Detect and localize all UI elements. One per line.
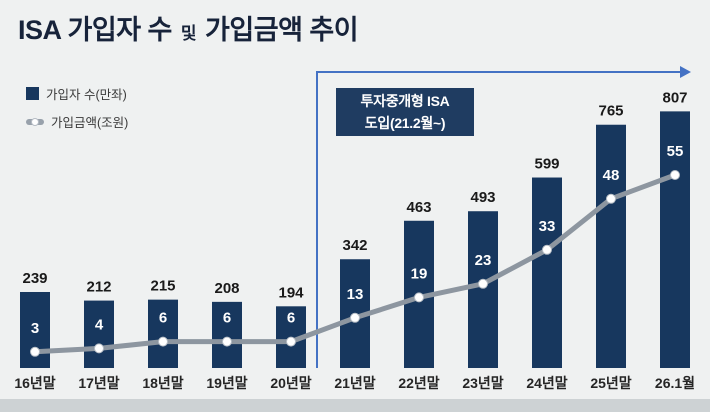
x-axis-label: 21년말	[334, 375, 375, 391]
page-title: ISA 가입자 수 및 가입금액 추이	[18, 8, 359, 47]
line-marker	[158, 336, 168, 347]
x-axis-label: 25년말	[590, 375, 631, 391]
annotation-line2: 도입(21.2월~)	[364, 115, 446, 131]
bar-value-label: 493	[470, 189, 495, 206]
line-marker	[542, 244, 552, 255]
line-value-label: 3	[31, 320, 39, 337]
annotation-line1: 투자중개형 ISA	[360, 93, 450, 109]
bar-value-label: 342	[342, 237, 367, 254]
annotation-box: 투자중개형 ISA 도입(21.2월~)	[336, 88, 474, 136]
line-marker	[286, 336, 296, 347]
line-marker-icon	[26, 117, 44, 126]
line-value-label: 13	[347, 286, 364, 303]
title-part3: 가입금액 추이	[205, 15, 359, 45]
title-part2: 및	[180, 24, 197, 43]
line-value-label: 19	[411, 265, 428, 282]
bar	[84, 300, 114, 368]
bar-value-label: 765	[598, 103, 623, 120]
line-marker	[670, 170, 680, 180]
line-value-label: 6	[159, 310, 167, 327]
x-axis-label: 16년말	[14, 375, 55, 391]
legend-item-subscribers: 가입자 수(만좌)	[26, 84, 128, 103]
bar	[596, 124, 626, 368]
bar-value-label: 212	[86, 279, 111, 296]
x-axis-label: 26.1월	[655, 375, 695, 391]
x-axis-label: 24년말	[526, 375, 567, 391]
bar	[148, 299, 178, 368]
x-axis-label: 17년말	[78, 375, 119, 391]
x-axis-label: 23년말	[462, 375, 503, 391]
line-value-label: 6	[223, 310, 231, 327]
line-value-label: 33	[539, 218, 556, 235]
bar-swatch-icon	[26, 87, 39, 100]
bottom-strip	[0, 399, 710, 412]
line-marker	[94, 343, 104, 354]
line-value-label: 48	[603, 167, 620, 184]
line-marker	[350, 312, 360, 323]
x-axis-label: 20년말	[270, 375, 311, 391]
line-value-label: 23	[475, 252, 492, 269]
line-value-label: 4	[95, 316, 104, 333]
line-marker	[222, 336, 232, 347]
bar-value-label: 807	[662, 89, 687, 106]
line-marker	[478, 278, 488, 289]
x-axis-label: 19년말	[206, 375, 247, 391]
legend: 가입자 수(만좌) 가입금액(조원)	[26, 84, 128, 140]
timeline-arrow-head	[680, 66, 691, 78]
legend-line-label: 가입금액(조원)	[51, 116, 129, 130]
x-axis-label: 18년말	[142, 375, 183, 391]
line-marker	[606, 193, 616, 204]
bar	[660, 111, 690, 369]
bar-value-label: 208	[214, 280, 239, 297]
line-marker	[30, 346, 40, 357]
line-value-label: 6	[287, 310, 295, 327]
line-marker	[414, 292, 424, 303]
x-axis-label: 22년말	[398, 375, 439, 391]
bar-value-label: 194	[278, 284, 304, 301]
legend-item-amount: 가입금액(조원)	[26, 112, 128, 131]
legend-bar-label: 가입자 수(만좌)	[46, 88, 127, 102]
title-part1: ISA 가입자 수	[18, 15, 172, 45]
bar-value-label: 599	[534, 156, 559, 173]
timeline-arrow-line	[316, 71, 680, 368]
bar-value-label: 239	[22, 270, 47, 287]
bar-value-label: 215	[150, 278, 175, 295]
bar	[212, 301, 242, 368]
bar	[532, 177, 562, 368]
bar-value-label: 463	[406, 199, 431, 216]
line-value-label: 55	[667, 143, 684, 160]
bar	[468, 211, 498, 368]
